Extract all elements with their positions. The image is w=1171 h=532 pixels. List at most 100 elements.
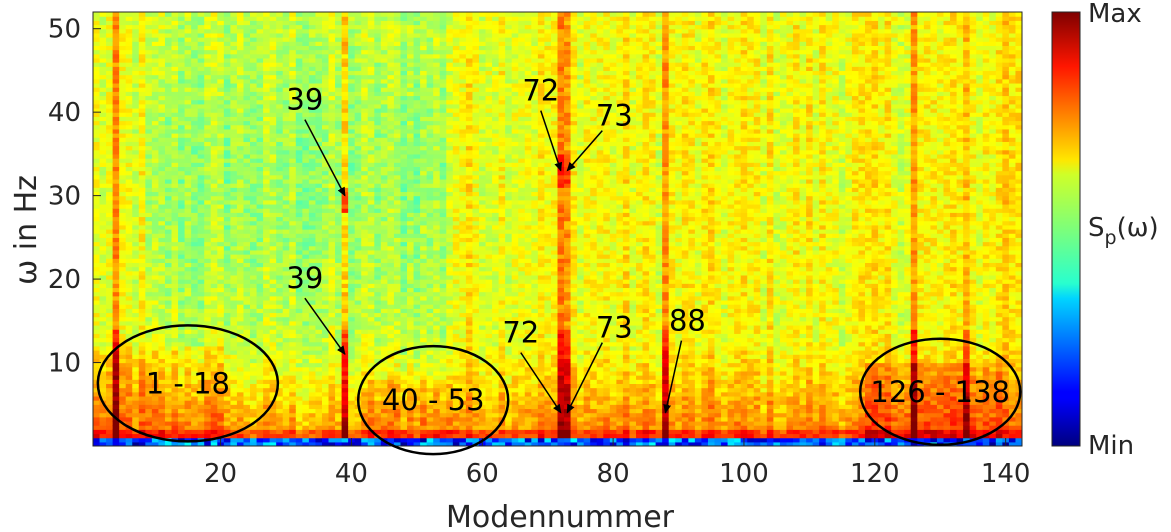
heatmap-cell [348, 70, 356, 76]
heatmap-cell [387, 291, 395, 297]
heatmap-cell [191, 170, 199, 176]
heatmap-cell [308, 433, 317, 439]
heatmap-cell [164, 412, 173, 418]
heatmap-cell [184, 224, 192, 230]
heatmap-cell [263, 107, 271, 113]
heatmap-cell [374, 379, 382, 384]
heatmap-cell [380, 45, 388, 51]
heatmap-cell [348, 387, 356, 393]
heatmap-cell [315, 199, 323, 205]
heatmap-cell [125, 333, 133, 339]
heatmap-cell [387, 112, 395, 117]
heatmap-cell [335, 270, 343, 276]
heatmap-cell [269, 341, 277, 347]
heatmap-cell [145, 233, 153, 238]
heatmap-cell [164, 375, 173, 380]
heatmap-cell [230, 429, 238, 435]
heatmap-cell [125, 158, 133, 163]
heatmap-cell [223, 137, 231, 142]
heatmap-cell [289, 404, 297, 410]
heatmap-cell [289, 87, 297, 92]
heatmap-cell [250, 249, 258, 255]
heatmap-cell [374, 24, 382, 30]
heatmap-cell [178, 329, 186, 334]
heatmap-cell [125, 203, 133, 209]
heatmap-cell [178, 350, 186, 355]
heatmap-cell [125, 350, 133, 355]
heatmap-cell [256, 254, 264, 259]
heatmap-cell [217, 362, 225, 368]
heatmap-cell [302, 20, 310, 26]
heatmap-cell [230, 408, 238, 414]
heatmap-cell [282, 279, 290, 284]
heatmap-cell [361, 199, 369, 205]
heatmap-cell [191, 433, 199, 439]
heatmap-cell [295, 437, 303, 443]
heatmap-cell [151, 20, 160, 26]
heatmap-cell [204, 170, 212, 176]
heatmap-cell [295, 32, 303, 38]
heatmap-cell [223, 87, 231, 92]
heatmap-cell [367, 345, 375, 351]
heatmap-cell [164, 12, 173, 17]
heatmap-cell [282, 74, 290, 80]
heatmap-cell [256, 12, 264, 17]
heatmap-cell [308, 429, 317, 435]
heatmap-cell [125, 70, 133, 76]
heatmap-cell [282, 375, 290, 380]
heatmap-cell [223, 262, 231, 268]
heatmap-cell [243, 433, 251, 439]
heatmap-cell [276, 279, 284, 284]
heatmap-cell [158, 216, 166, 222]
heatmap-cell [243, 24, 251, 30]
heatmap-cell [243, 354, 251, 359]
heatmap-cell [145, 53, 153, 59]
heatmap-cell [367, 350, 375, 355]
heatmap-cell [119, 337, 127, 343]
heatmap-cell [178, 429, 186, 435]
heatmap-cell [289, 350, 297, 355]
heatmap-cell [269, 304, 277, 309]
heatmap-cell [223, 112, 231, 117]
heatmap-cell [282, 358, 290, 364]
heatmap-cell [217, 178, 225, 184]
heatmap-cell [295, 62, 303, 67]
heatmap-cell [145, 208, 153, 213]
heatmap-cell [99, 145, 107, 151]
heatmap-cell [171, 116, 179, 122]
heatmap-cell [217, 120, 225, 126]
heatmap-cell [374, 258, 382, 263]
heatmap-cell [269, 41, 277, 46]
heatmap-cell [184, 437, 192, 443]
heatmap-cell [393, 141, 402, 147]
heatmap-cell [354, 133, 362, 138]
heatmap-cell [315, 162, 323, 167]
heatmap-cell [315, 291, 323, 297]
heatmap-cell [145, 379, 153, 384]
heatmap-cell [210, 379, 218, 384]
heatmap-cell [400, 120, 408, 126]
heatmap-cell [263, 350, 271, 355]
heatmap-cell [178, 107, 186, 113]
heatmap-cell [184, 254, 192, 259]
heatmap-cell [282, 295, 290, 301]
heatmap-cell [132, 124, 140, 130]
heatmap-cell [204, 304, 212, 309]
heatmap-cell [106, 258, 114, 263]
heatmap-cell [407, 425, 415, 430]
heatmap-cell [243, 358, 251, 364]
heatmap-cell [217, 370, 225, 376]
heatmap-cell [400, 91, 408, 97]
heatmap-cell [217, 16, 225, 21]
heatmap-cell [99, 178, 107, 184]
heatmap-cell [400, 383, 408, 389]
heatmap-cell [374, 241, 382, 247]
heatmap-cell [204, 220, 212, 226]
heatmap-cell [321, 254, 330, 259]
heatmap-cell [112, 404, 120, 410]
heatmap-cell [354, 70, 362, 76]
heatmap-cell [302, 341, 310, 347]
heatmap-cell [178, 299, 186, 305]
heatmap-cell [393, 437, 402, 443]
heatmap-cell [354, 304, 362, 309]
